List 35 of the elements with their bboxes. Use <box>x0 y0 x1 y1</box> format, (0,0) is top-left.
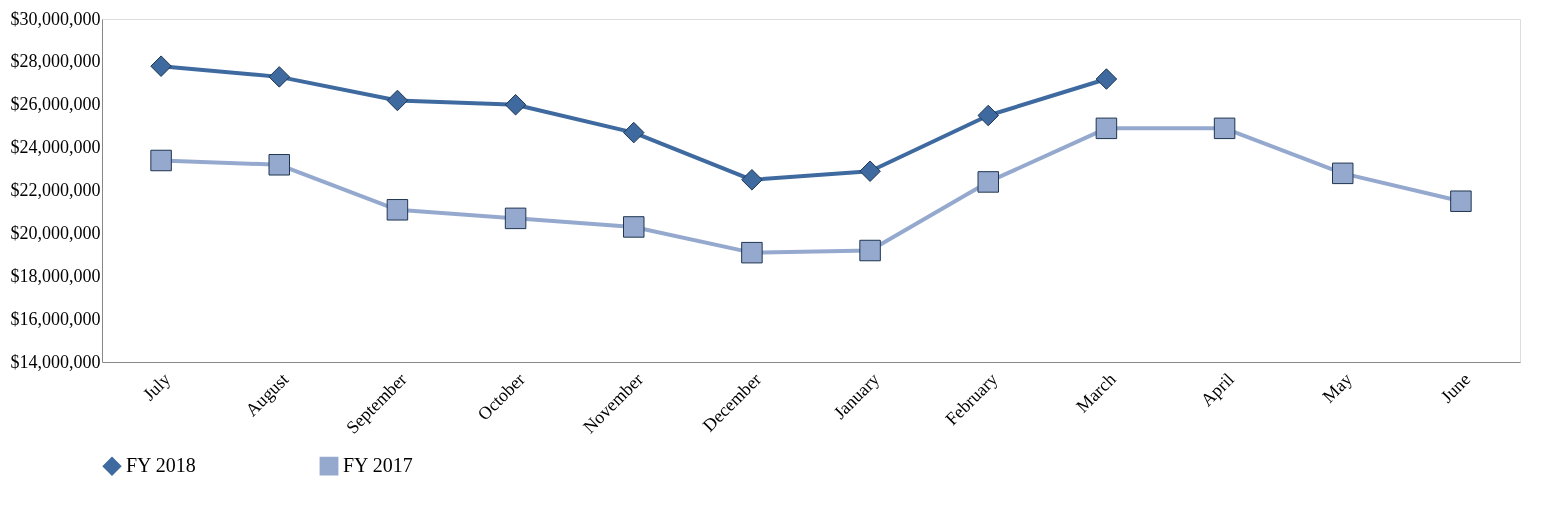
point <box>741 241 763 264</box>
y-tick-label: $30,000,000 <box>10 8 101 29</box>
point <box>977 104 999 127</box>
y-tick-label: $18,000,000 <box>10 265 101 286</box>
point <box>150 149 172 172</box>
y-tick-label: $20,000,000 <box>10 222 101 243</box>
x-tick-label: July <box>138 369 175 405</box>
point <box>386 89 409 112</box>
y-tick-label: $26,000,000 <box>10 94 101 115</box>
y-tick-label: $28,000,000 <box>10 51 101 72</box>
y-tick-label: $24,000,000 <box>10 137 101 158</box>
point <box>1450 190 1472 212</box>
point <box>1213 117 1236 140</box>
point <box>268 66 290 88</box>
point <box>859 239 881 262</box>
point <box>1095 117 1118 140</box>
point <box>623 121 645 144</box>
legend-label: FY 2017 <box>343 454 413 477</box>
x-tick-label: June <box>1436 369 1475 407</box>
y-tick-label: $22,000,000 <box>10 180 101 200</box>
point <box>977 171 999 193</box>
point <box>150 55 172 77</box>
y-tick-label: $14,000,000 <box>10 351 101 372</box>
point <box>623 216 645 238</box>
point <box>268 154 290 176</box>
point <box>1095 68 1118 90</box>
point <box>1332 162 1354 185</box>
x-tick-label: May <box>1318 369 1356 407</box>
legend-label: FY 2018 <box>126 454 196 477</box>
point <box>741 169 763 191</box>
point <box>504 207 527 230</box>
point <box>859 160 881 182</box>
y-tick-label: $16,000,000 <box>10 308 101 329</box>
point <box>504 94 527 116</box>
point <box>386 199 409 221</box>
